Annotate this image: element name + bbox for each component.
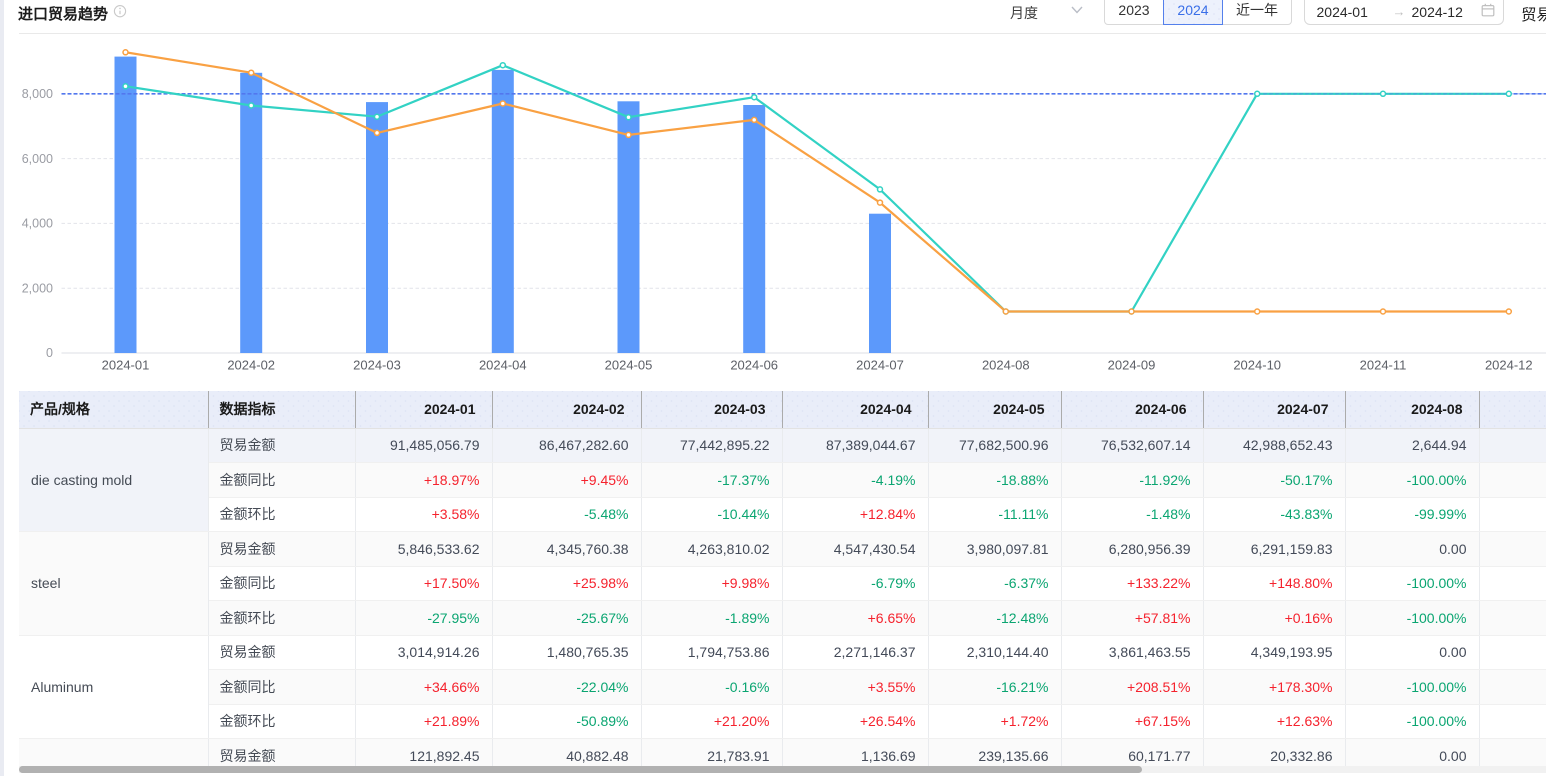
svg-text:4,000: 4,000 [22,217,53,231]
svg-text:2024-08: 2024-08 [982,358,1030,373]
svg-text:2024-06: 2024-06 [730,358,778,373]
svg-text:0: 0 [46,346,53,360]
svg-text:2024-01: 2024-01 [102,358,150,373]
svg-text:2024-10: 2024-10 [1233,358,1281,373]
svg-text:2,000: 2,000 [22,281,53,295]
svg-text:6,000: 6,000 [22,152,53,166]
svg-text:2024-12: 2024-12 [1485,358,1533,373]
svg-text:2024-07: 2024-07 [856,358,904,373]
svg-text:2024-11: 2024-11 [1360,358,1407,373]
svg-text:2024-09: 2024-09 [1108,358,1156,373]
svg-text:2024-04: 2024-04 [479,358,527,373]
svg-text:2024-03: 2024-03 [353,358,401,373]
svg-text:2024-05: 2024-05 [605,358,653,373]
svg-text:8,000: 8,000 [22,87,53,101]
svg-text:2024-02: 2024-02 [227,358,275,373]
